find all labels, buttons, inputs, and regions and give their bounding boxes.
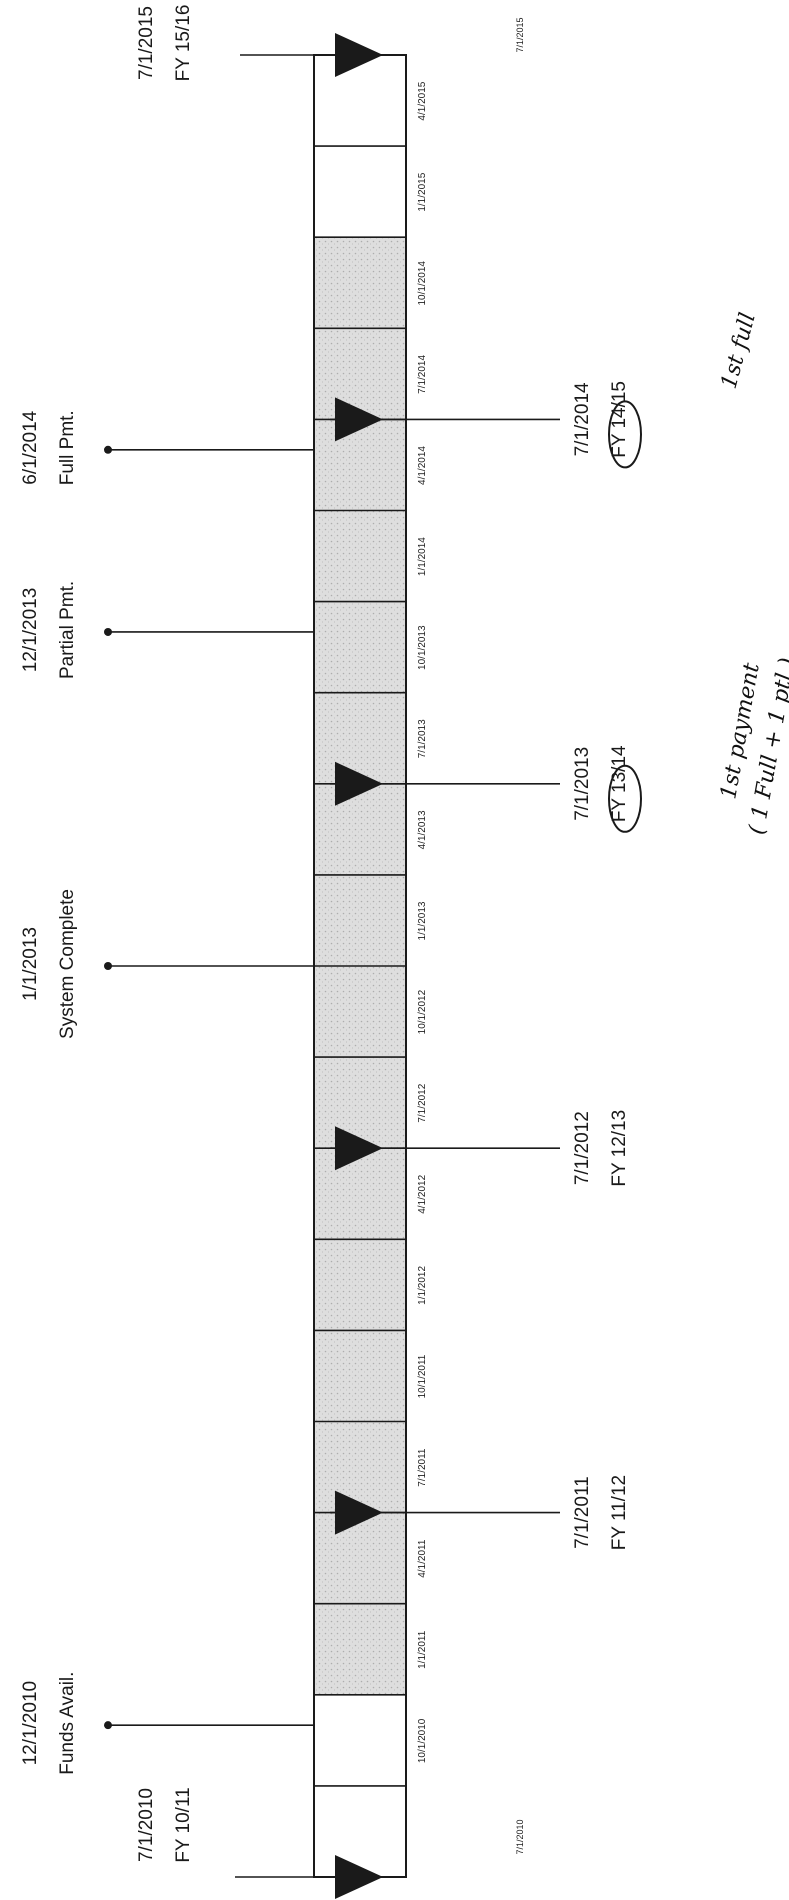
fy-triangle-marker	[335, 397, 383, 442]
fy-date-label: 7/1/2012	[572, 1111, 593, 1185]
quarter-dividers	[314, 145, 406, 1787]
quarter-tick-label: 7/1/2014	[417, 355, 428, 394]
milestone-dot	[104, 1721, 112, 1730]
quarter-tick-label: 7/1/2012	[417, 1083, 428, 1122]
milestone-dot	[104, 445, 112, 454]
fy-triangle-marker	[335, 761, 383, 806]
milestone-label: Full Pmt.	[57, 410, 78, 485]
quarter-tick-label: 7/1/2011	[417, 1448, 428, 1487]
quarter-tick-label: 1/1/2015	[417, 172, 428, 211]
fy-date-label: 7/1/2010	[136, 1788, 157, 1862]
milestone-date-label: 12/1/2010	[20, 1681, 41, 1766]
fy-triangle-marker	[335, 1126, 383, 1171]
fy-triangle-marker	[335, 1490, 383, 1535]
handwritten-circle	[608, 764, 642, 833]
quarter-tick-label: 4/1/2012	[417, 1174, 428, 1213]
milestone-label: Funds Avail.	[57, 1672, 78, 1775]
quarter-tick-label: 10/1/2013	[417, 625, 428, 670]
fy-label: FY 12/13	[609, 1110, 630, 1187]
milestone-label: System Complete	[57, 889, 78, 1039]
milestone-date-label: 6/1/2014	[20, 410, 41, 484]
corner-start-date: 7/1/2010	[515, 1819, 525, 1854]
fy-date-label: 7/1/2014	[572, 382, 593, 456]
quarter-tick-label: 4/1/2011	[417, 1539, 428, 1578]
milestone-date-label: 1/1/2013	[20, 927, 41, 1001]
milestone-label: Partial Pmt.	[57, 581, 78, 679]
quarter-tick-label: 10/1/2011	[417, 1354, 428, 1398]
quarter-tick-label: 10/1/2012	[417, 989, 428, 1034]
fy-date-label: 7/1/2013	[572, 747, 593, 821]
quarter-tick-label: 1/1/2013	[417, 901, 428, 940]
fiscal-year-markers: 7/1/2010 FY 10/11 7/1/2011 FY 11/12 7/1/2012…	[136, 5, 642, 1899]
fy-label: FY 13/14	[609, 745, 630, 822]
fy-triangle-marker	[335, 1855, 383, 1899]
fy-triangle-marker	[335, 33, 383, 77]
quarter-tick-label: 10/1/2010	[417, 1718, 428, 1763]
fy-date-label: 7/1/2015	[136, 6, 157, 80]
quarter-tick-label: 7/1/2013	[417, 719, 428, 758]
quarter-tick-label: 10/1/2014	[417, 261, 428, 306]
milestone-dot	[104, 962, 112, 970]
fy-label: FY 15/16	[173, 5, 194, 82]
fy-date-label: 7/1/2011	[572, 1476, 593, 1549]
annotation-first-full: 1st full	[717, 310, 761, 391]
fy-label: FY 14/15	[609, 381, 630, 458]
corner-end-date: 7/1/2015	[515, 17, 525, 52]
quarter-tick-label: 4/1/2014	[417, 446, 428, 485]
quarter-tick-label: 1/1/2014	[417, 537, 428, 576]
quarter-tick-label: 1/1/2012	[417, 1266, 428, 1305]
annotation-first-payment: 1st payment ( 1 Full + 1 ptl )	[716, 656, 789, 837]
corner-labels: 7/1/2010 7/1/2015	[515, 17, 525, 1854]
milestone-date-label: 12/1/2013	[20, 588, 41, 673]
quarter-tick-label: 4/1/2015	[417, 81, 428, 120]
quarter-tick-labels: 10/1/2010 1/1/2011 4/1/2011 7/1/2011 10/1/20…	[417, 81, 428, 1763]
quarter-tick-label: 1/1/2011	[417, 1630, 428, 1669]
fy-label: FY 10/11	[173, 1787, 194, 1862]
quarter-tick-label: 4/1/2013	[417, 810, 428, 849]
milestone-markers: 12/1/2010 Funds Avail. 1/1/2013 System Comp…	[20, 410, 314, 1775]
annotation-first-full-text: 1st full	[717, 310, 761, 391]
fy-label: FY 11/12	[609, 1475, 630, 1550]
milestone-dot	[104, 627, 112, 636]
handwritten-circle	[608, 400, 642, 469]
